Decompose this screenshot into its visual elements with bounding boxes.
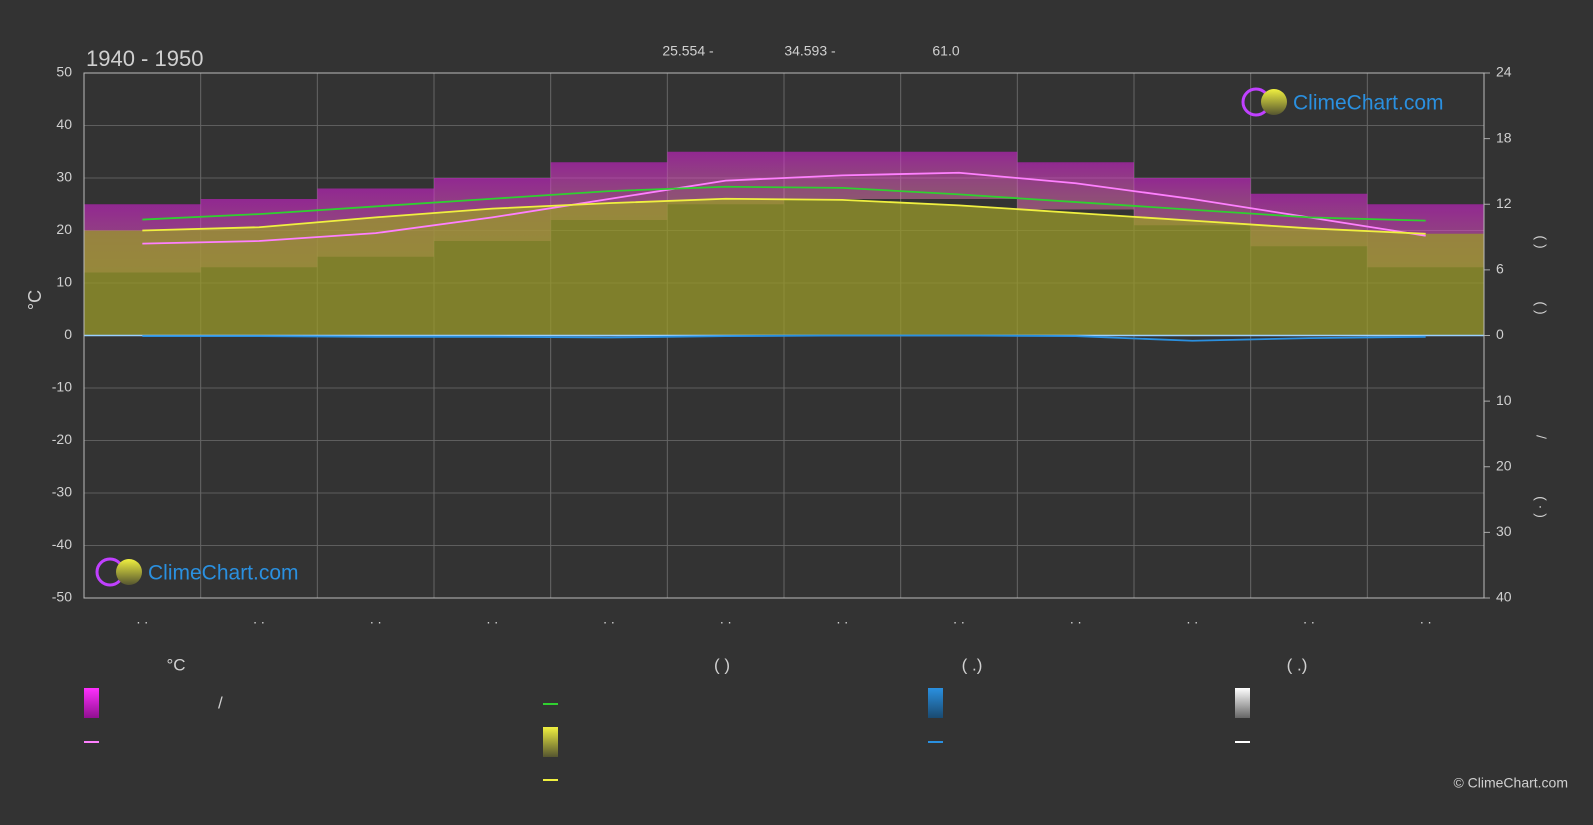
y2-tick-label: 18 bbox=[1496, 129, 1512, 145]
y-tick-label: -50 bbox=[52, 589, 72, 605]
y-tick-label: 40 bbox=[56, 116, 72, 132]
y2-axis-label: ( ) bbox=[1533, 301, 1549, 314]
legend-text: / bbox=[218, 693, 223, 712]
y-tick-label: 20 bbox=[56, 221, 72, 237]
logo-sun bbox=[116, 559, 142, 585]
legend-swatch bbox=[543, 727, 558, 757]
y-tick-label: 10 bbox=[56, 274, 72, 290]
series-line bbox=[142, 334, 1426, 342]
legend-header: °C bbox=[166, 655, 185, 674]
y-tick-label: -30 bbox=[52, 484, 72, 500]
logo-text: ClimeChart.com bbox=[148, 562, 299, 585]
x-tick-label: . . bbox=[603, 611, 615, 627]
header-stat: 25.554 - bbox=[662, 43, 714, 59]
x-tick-label: . . bbox=[1420, 611, 1432, 627]
y2-tick-label: 24 bbox=[1496, 64, 1512, 80]
x-tick-label: . . bbox=[1186, 611, 1198, 627]
y-tick-label: -10 bbox=[52, 379, 72, 395]
legend-swatch bbox=[84, 688, 99, 718]
legend: °C ( ) ( .) ( .) / bbox=[84, 655, 1308, 781]
x-tick-label: . . bbox=[370, 611, 382, 627]
header-stat: 61.0 bbox=[932, 43, 959, 59]
y2-tick-label: 0 bbox=[1496, 326, 1504, 342]
legend-swatch bbox=[928, 688, 943, 718]
x-tick-label: . . bbox=[836, 611, 848, 627]
y2-tick-label: 6 bbox=[1496, 261, 1504, 277]
y-tick-label: 0 bbox=[64, 326, 72, 342]
x-tick-label: . . bbox=[486, 611, 498, 627]
y2-axis-label: ( ) bbox=[1533, 235, 1549, 248]
x-tick-label: . . bbox=[136, 611, 148, 627]
logo-text: ClimeChart.com bbox=[1293, 92, 1444, 115]
x-tick-label: . . bbox=[253, 611, 265, 627]
y3-tick-label: 10 bbox=[1496, 392, 1512, 408]
y3-axis-label: ( · ) bbox=[1533, 496, 1549, 518]
copyright: © ClimeChart.com bbox=[1453, 775, 1568, 791]
legend-header: ( .) bbox=[962, 655, 983, 674]
y3-tick-label: 40 bbox=[1496, 589, 1512, 605]
y-tick-label: 50 bbox=[56, 64, 72, 80]
legend-header: ( ) bbox=[714, 655, 730, 674]
legend-header: ( .) bbox=[1287, 655, 1308, 674]
y3-tick-label: 20 bbox=[1496, 457, 1512, 473]
y3-axis-label: / bbox=[1533, 435, 1549, 439]
x-tick-label: . . bbox=[720, 611, 732, 627]
y-tick-label: -20 bbox=[52, 431, 72, 447]
legend-swatch bbox=[1235, 688, 1250, 718]
header-stat: 34.593 - bbox=[784, 43, 836, 59]
x-tick-label: . . bbox=[953, 611, 965, 627]
y-tick-label: 30 bbox=[56, 169, 72, 185]
logo: ClimeChart.com bbox=[1241, 87, 1444, 117]
y-axis-label: °C bbox=[25, 290, 45, 310]
y-tick-label: -40 bbox=[52, 536, 72, 552]
logo: ClimeChart.com bbox=[95, 557, 299, 587]
series-line bbox=[142, 185, 1426, 222]
sunshine-area bbox=[84, 198, 1484, 336]
logo-sun bbox=[1261, 89, 1287, 115]
y2-tick-label: 12 bbox=[1496, 195, 1512, 211]
x-tick-label: . . bbox=[1303, 611, 1315, 627]
series-line bbox=[142, 171, 1426, 245]
series-line bbox=[142, 197, 1426, 235]
plot-frame bbox=[83, 72, 1485, 599]
x-tick-label: . . bbox=[1070, 611, 1082, 627]
y3-tick-label: 30 bbox=[1496, 523, 1512, 539]
chart-title: 1940 - 1950 bbox=[86, 46, 203, 71]
